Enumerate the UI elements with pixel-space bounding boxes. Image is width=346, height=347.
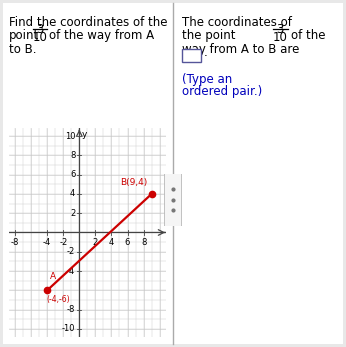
- Text: 2: 2: [70, 209, 75, 218]
- FancyBboxPatch shape: [164, 171, 182, 228]
- Text: Find the coordinates of the: Find the coordinates of the: [9, 16, 167, 28]
- Text: 4: 4: [109, 238, 114, 247]
- Text: The coordinates of: The coordinates of: [182, 16, 292, 28]
- Text: 6: 6: [70, 170, 75, 179]
- Text: -8: -8: [67, 305, 75, 314]
- Text: (Type an: (Type an: [182, 73, 232, 86]
- Text: -8: -8: [11, 238, 19, 247]
- Text: -10: -10: [62, 324, 75, 333]
- FancyBboxPatch shape: [182, 49, 201, 62]
- Text: 4: 4: [70, 189, 75, 198]
- Text: 8: 8: [70, 151, 75, 160]
- Text: of the way from A: of the way from A: [49, 29, 155, 42]
- Text: of the: of the: [291, 29, 325, 42]
- Text: A: A: [51, 272, 56, 281]
- Text: point: point: [9, 29, 39, 42]
- Text: to B.: to B.: [9, 43, 36, 56]
- Text: (-4,-6): (-4,-6): [46, 295, 70, 304]
- Text: B(9,4): B(9,4): [120, 178, 148, 187]
- Text: -2: -2: [59, 238, 67, 247]
- Text: ordered pair.): ordered pair.): [182, 85, 262, 98]
- Text: 3: 3: [36, 23, 44, 35]
- Text: y: y: [82, 130, 87, 139]
- Text: .: .: [204, 45, 208, 59]
- Text: way from A to B are: way from A to B are: [182, 43, 299, 56]
- Text: 3: 3: [276, 23, 284, 35]
- Text: -2: -2: [67, 247, 75, 256]
- Text: 10: 10: [273, 31, 288, 43]
- Text: 6: 6: [125, 238, 130, 247]
- Text: 10: 10: [65, 132, 75, 141]
- Text: the point: the point: [182, 29, 235, 42]
- Text: 10: 10: [33, 31, 47, 43]
- Text: 2: 2: [93, 238, 98, 247]
- Text: -4: -4: [67, 266, 75, 276]
- Text: -4: -4: [43, 238, 51, 247]
- Text: 8: 8: [141, 238, 146, 247]
